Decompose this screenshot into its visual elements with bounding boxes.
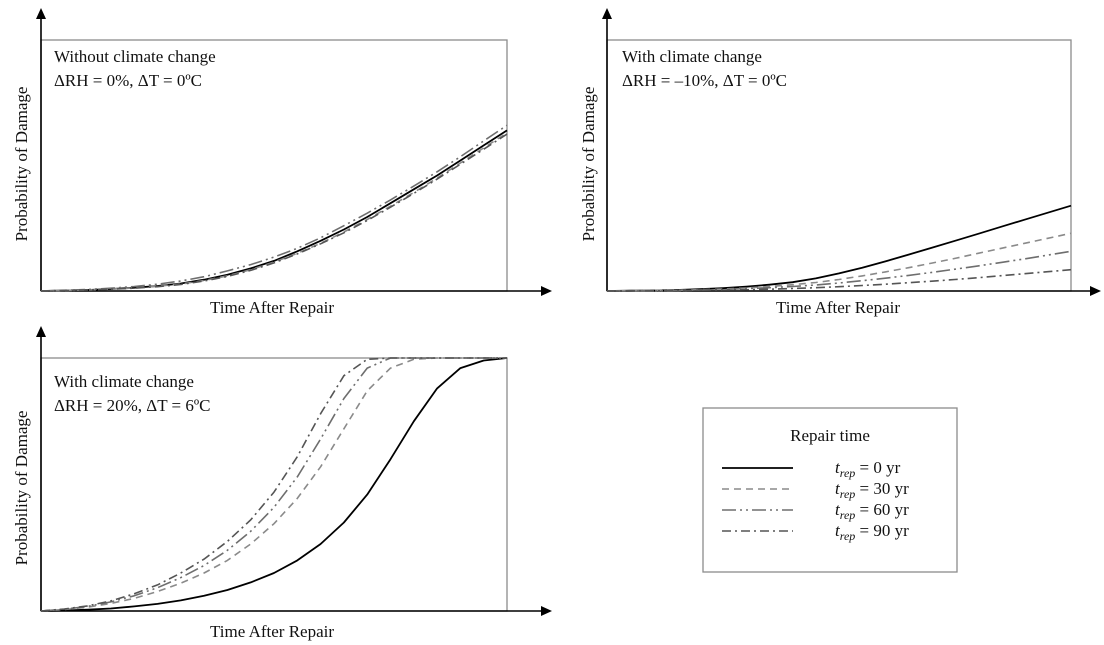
y-axis-arrow — [36, 326, 46, 337]
x-axis-arrow — [541, 286, 552, 296]
x-axis-arrow — [541, 606, 552, 616]
panel-1-annotation-line-2: ΔRH = 0%, ΔT = 0ºC — [54, 71, 202, 90]
legend-entry-1: trep = 30 yr — [835, 479, 909, 501]
series-line-rep-90 — [606, 268, 1072, 292]
series-line-rep-30 — [40, 132, 508, 292]
legend-title: Repair time — [790, 426, 870, 445]
legend-entry-0: trep = 0 yr — [835, 458, 901, 480]
series-line-rep-60 — [40, 357, 507, 612]
panel-2-x-axis-label: Time After Repair — [776, 298, 900, 317]
series-line-rep-0 — [40, 357, 508, 612]
series-line-rep-90 — [40, 133, 508, 292]
panel-1-x-axis-label: Time After Repair — [210, 298, 334, 317]
legend-entry-3: trep = 90 yr — [835, 521, 909, 543]
series-line-rep-60 — [606, 250, 1072, 292]
panel-1-y-axis-label: Probability of Damage — [12, 87, 31, 242]
panel-climate-change-plus-20: With climate change ΔRH = 20%, ΔT = 6ºC … — [12, 326, 552, 641]
legend-box — [702, 407, 958, 573]
x-axis-arrow — [1090, 286, 1101, 296]
panel-3-annotation-line-2: ΔRH = 20%, ΔT = 6ºC — [54, 396, 211, 415]
panel-2-annotation-line-1: With climate change — [622, 47, 762, 66]
y-axis-arrow — [602, 8, 612, 19]
series-line-rep-90 — [40, 357, 507, 612]
series-line-rep-0 — [40, 129, 508, 292]
panel-2-annotation-line-2: ΔRH = –10%, ΔT = 0ºC — [622, 71, 787, 90]
panel-1-annotation-line-1: Without climate change — [54, 47, 216, 66]
legend-entry-2: trep = 60 yr — [835, 500, 909, 522]
panel-without-climate-change: Without climate change ΔRH = 0%, ΔT = 0º… — [12, 8, 552, 317]
panel-3-y-axis-label: Probability of Damage — [12, 411, 31, 566]
panel-2-y-axis-label: Probability of Damage — [579, 87, 598, 242]
series-line-rep-30 — [40, 357, 507, 612]
panel-3-x-axis-label: Time After Repair — [210, 622, 334, 641]
series-line-rep-60 — [40, 124, 508, 292]
panel-climate-change-minus-10: With climate change ΔRH = –10%, ΔT = 0ºC… — [579, 8, 1101, 317]
y-axis-arrow — [36, 8, 46, 19]
panel-3-annotation-line-1: With climate change — [54, 372, 194, 391]
